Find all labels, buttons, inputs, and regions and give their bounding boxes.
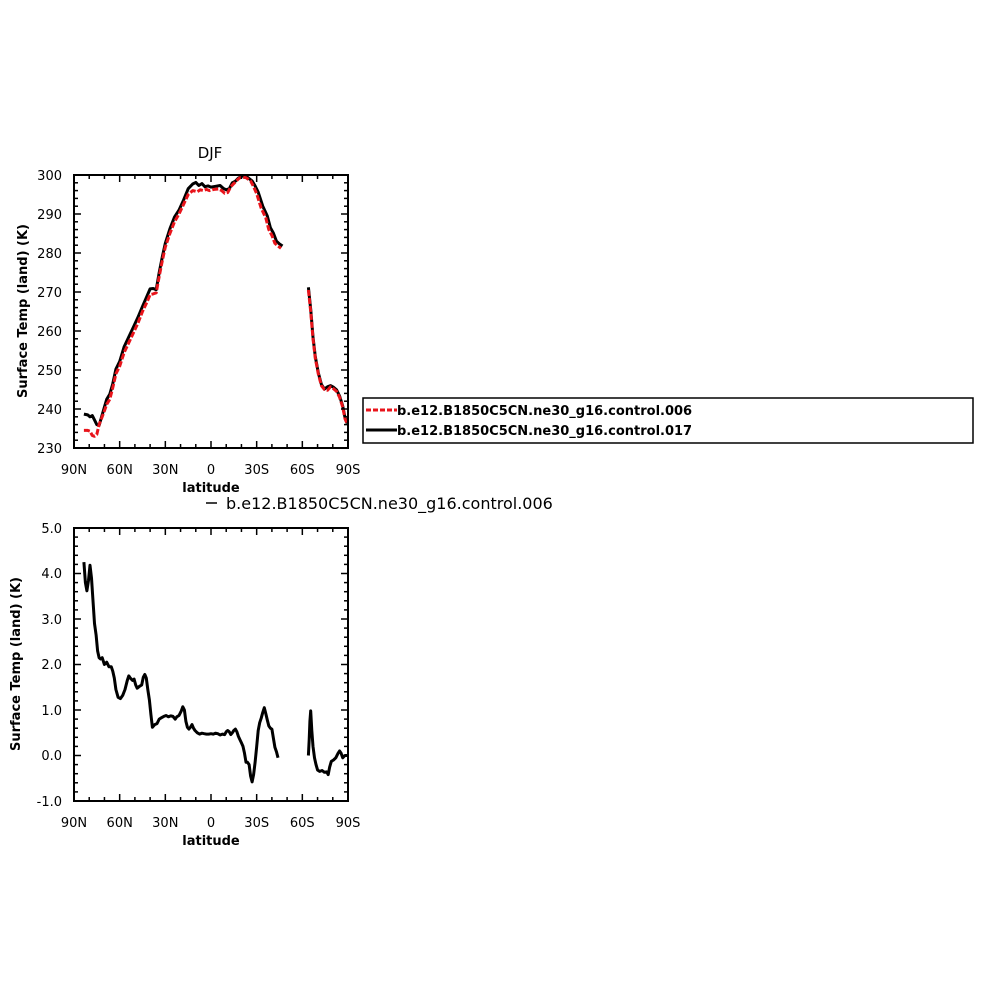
bottom-ytick-label-neg1: -1.0 [37, 795, 62, 810]
top-xtick-label-0: 0 [207, 463, 215, 478]
top-chart: DJF 90N 60N 30N 0 30S 60S 90S 230 240 25… [16, 144, 360, 496]
legend-label-017: b.e12.B1850C5CN.ne30_g16.control.017 [397, 424, 692, 439]
bottom-chart-title: b.e12.B1850C5CN.ne30_g16.control.006 [226, 494, 553, 514]
top-chart-ylabel: Surface Temp (land) (K) [16, 224, 31, 398]
top-ytick-label-300: 300 [37, 169, 62, 184]
top-xtick-label-30s: 30S [244, 463, 269, 478]
top-ytick-label-270: 270 [37, 286, 62, 301]
top-ytick-label-280: 280 [37, 247, 62, 262]
bottom-ytick-label-3: 3.0 [41, 613, 62, 628]
bottom-chart-frame [73, 527, 349, 802]
top-chart-xtick-labels: 90N 60N 30N 0 30S 60S 90S [61, 463, 361, 478]
legend-box [362, 397, 974, 444]
bottom-series-difference-segment-1 [82, 561, 280, 784]
bottom-ytick-label-4: 4.0 [41, 567, 62, 582]
top-chart-xlabel: latitude [182, 481, 240, 496]
bottom-chart-ytick-labels: -1.0 0.0 1.0 2.0 3.0 4.0 5.0 [37, 522, 62, 810]
legend-label-006: b.e12.B1850C5CN.ne30_g16.control.006 [397, 404, 692, 419]
top-xtick-label-90n: 90N [61, 463, 87, 478]
top-series-017-segment-1 [83, 174, 284, 427]
bottom-xtick-label-0: 0 [207, 816, 215, 831]
bottom-xtick-label-30n: 30N [152, 816, 178, 831]
top-series-006-segment-1 [83, 175, 282, 438]
bottom-chart-series-layer [82, 561, 348, 784]
bottom-chart: b.e12.B1850C5CN.ne30_g16.control.006 90N… [9, 494, 553, 849]
bottom-chart-xlabel: latitude [182, 834, 240, 849]
top-ytick-label-290: 290 [37, 208, 62, 223]
top-xtick-label-60n: 60N [107, 463, 133, 478]
top-xtick-label-30n: 30N [152, 463, 178, 478]
top-ytick-label-250: 250 [37, 364, 62, 379]
top-chart-frame [73, 174, 349, 449]
top-chart-series-layer [83, 174, 349, 438]
bottom-xtick-label-30s: 30S [244, 816, 269, 831]
bottom-xtick-label-90n: 90N [61, 816, 87, 831]
legend: b.e12.B1850C5CN.ne30_g16.control.006 b.e… [362, 397, 974, 444]
top-series-006-segment-2 [306, 289, 349, 425]
top-chart-ytick-labels: 230 240 250 260 270 280 290 300 [37, 169, 62, 457]
top-chart-ticks [73, 174, 349, 449]
top-ytick-label-260: 260 [37, 325, 62, 340]
bottom-chart-ticks [73, 527, 349, 802]
bottom-chart-ylabel: Surface Temp (land) (K) [9, 577, 24, 751]
bottom-series-difference-segment-2 [306, 709, 348, 777]
bottom-xtick-label-90s: 90S [336, 816, 361, 831]
bottom-ytick-label-1: 1.0 [41, 704, 62, 719]
top-xtick-label-90s: 90S [336, 463, 361, 478]
bottom-xtick-label-60s: 60S [290, 816, 315, 831]
bottom-chart-xtick-labels: 90N 60N 30N 0 30S 60S 90S [61, 816, 361, 831]
bottom-ytick-label-2: 2.0 [41, 658, 62, 673]
top-xtick-label-60s: 60S [290, 463, 315, 478]
bottom-ytick-label-5: 5.0 [41, 522, 62, 537]
top-ytick-label-240: 240 [37, 403, 62, 418]
bottom-ytick-label-0: 0.0 [41, 749, 62, 764]
top-ytick-label-230: 230 [37, 442, 62, 457]
bottom-xtick-label-60n: 60N [107, 816, 133, 831]
top-chart-title: DJF [198, 144, 223, 162]
